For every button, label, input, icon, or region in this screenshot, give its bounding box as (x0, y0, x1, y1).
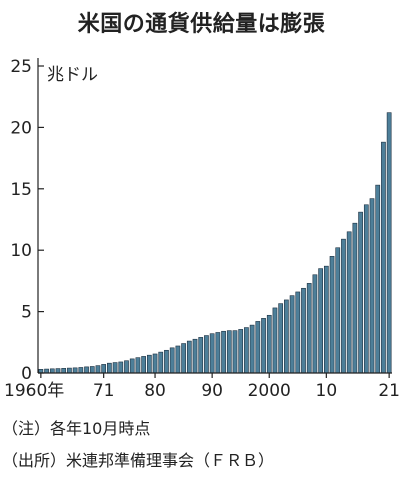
bar-1983 (169, 347, 175, 374)
bar-1982 (164, 349, 169, 374)
y-tick-label: 10 (10, 241, 32, 261)
bar-2002 (278, 303, 284, 374)
bar-1980 (152, 353, 158, 374)
bar-2013 (341, 238, 346, 374)
bar-1991 (215, 332, 221, 374)
bar-1987 (192, 338, 198, 374)
bar-2006 (301, 287, 306, 374)
bar-1992 (221, 330, 226, 374)
y-tick-label: 5 (21, 303, 32, 323)
bar-2015 (352, 222, 358, 374)
bar-1995 (238, 329, 244, 374)
bar-1986 (186, 340, 192, 374)
y-tick-label: 20 (10, 118, 32, 138)
bar-2020 (381, 141, 386, 374)
bar-1974 (118, 361, 124, 374)
bar-1984 (175, 345, 181, 374)
note-text: （注）各年10月時点 (2, 419, 151, 438)
source-text: （出所）米連邦準備理事会（ＦＲＢ） (2, 451, 275, 470)
bar-1977 (135, 357, 141, 374)
bar-1962 (49, 368, 55, 374)
bar-1969 (89, 366, 95, 374)
bar-1965 (67, 367, 72, 374)
y-tick-label: 0 (21, 364, 32, 384)
y-tick-label: 25 (10, 57, 32, 77)
bar-1968 (84, 366, 89, 374)
bar-1967 (78, 367, 84, 374)
bar-1971 (101, 364, 107, 374)
bar-2009 (318, 268, 323, 374)
bar-1989 (204, 335, 209, 374)
bar-1970 (95, 365, 101, 374)
bars (38, 112, 392, 374)
x-tick-label: 21 (378, 381, 400, 401)
y-tick-label: 15 (10, 180, 32, 200)
bar-1996 (244, 327, 249, 374)
bar-1975 (124, 360, 129, 374)
bar-1976 (129, 358, 135, 374)
bar-2008 (312, 274, 318, 374)
bar-1998 (255, 321, 261, 374)
bar-2014 (346, 231, 352, 374)
chart-title: 米国の通貨供給量は膨張 (77, 12, 326, 37)
bar-1994 (232, 330, 238, 374)
bar-2017 (363, 204, 369, 374)
bar-2018 (369, 198, 375, 374)
bar-2021 (386, 112, 392, 374)
bar-2001 (272, 307, 278, 374)
bar-1964 (61, 368, 67, 374)
bar-1993 (226, 330, 232, 374)
unit-label: 兆ドル (47, 65, 98, 85)
bar-1972 (107, 362, 112, 374)
bar-2007 (306, 283, 312, 374)
x-tick-label: 1960年 (4, 381, 64, 401)
bar-2010 (323, 265, 329, 374)
bar-2004 (289, 295, 295, 374)
x-tick-label: 10 (316, 381, 338, 401)
bar-2011 (329, 256, 335, 374)
bar-2016 (358, 211, 363, 374)
x-axis: 1960年 71 80 90 2000 10 21 (4, 372, 400, 401)
bar-1997 (249, 324, 255, 374)
x-tick-label: 80 (144, 381, 166, 401)
x-tick-label: 2000 (248, 381, 291, 401)
bar-2000 (266, 314, 272, 374)
bar-1973 (112, 362, 118, 374)
bar-1981 (158, 351, 164, 374)
bar-1985 (181, 343, 186, 374)
bar-1979 (146, 354, 152, 374)
x-tick-label: 71 (93, 381, 115, 401)
bar-1988 (198, 337, 204, 374)
bar-2012 (335, 247, 341, 374)
x-tick-label: 90 (201, 381, 223, 401)
y-axis: 0 5 10 15 20 25 (10, 57, 44, 384)
bar-2005 (295, 291, 301, 374)
bar-2003 (284, 299, 289, 374)
bar-1963 (55, 368, 61, 374)
bar-2019 (375, 184, 381, 374)
bar-1978 (141, 356, 146, 374)
bar-1999 (261, 318, 266, 374)
bar-1966 (72, 367, 78, 374)
bar-1990 (209, 333, 215, 374)
